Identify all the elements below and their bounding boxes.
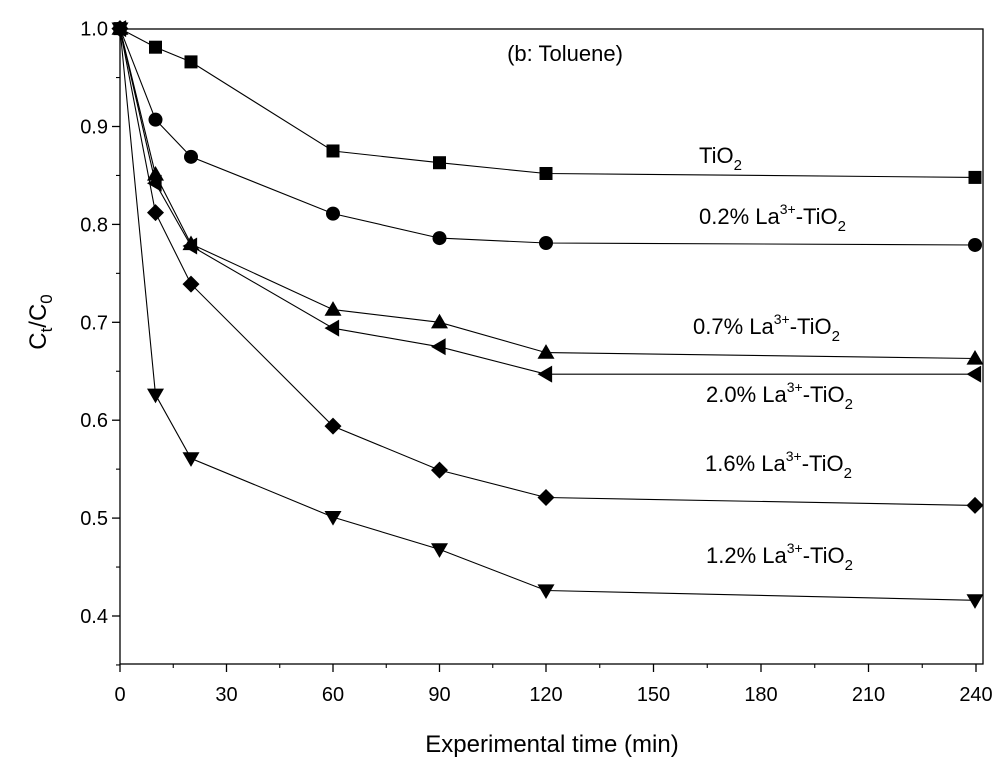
series-line — [119, 28, 976, 360]
x-axis-title: Experimental time (min) — [425, 731, 678, 758]
y-axis-title: Ct/C0 — [25, 294, 56, 350]
marker-triangle-left — [431, 338, 446, 356]
series-line — [119, 28, 976, 506]
series-label: 0.7% La3+-TiO2 — [693, 311, 840, 345]
y-tick-label: 0.9 — [80, 117, 108, 139]
marker-diamond — [182, 275, 200, 293]
marker-diamond — [537, 489, 555, 507]
x-tick-label: 30 — [215, 684, 237, 706]
x-tick-label: 180 — [744, 684, 777, 706]
marker-triangle-down — [537, 584, 555, 600]
marker-square — [539, 166, 553, 180]
marker-triangle-left — [147, 174, 162, 192]
marker-square — [149, 40, 162, 54]
series-diamond — [111, 20, 984, 514]
marker-triangle-left — [966, 365, 982, 383]
series-label: 0.2% La3+-TiO2 — [699, 201, 846, 235]
marker-circle — [326, 206, 340, 221]
marker-triangle-left — [324, 319, 340, 337]
marker-triangle-up — [431, 313, 448, 329]
x-tick-label: 90 — [428, 684, 450, 706]
marker-triangle-down — [182, 452, 200, 467]
marker-square — [968, 170, 982, 184]
chart-annotation-title: (b: Toluene) — [507, 41, 623, 66]
marker-triangle-down — [966, 594, 984, 609]
x-tick-label: 210 — [852, 684, 885, 706]
marker-diamond — [324, 417, 342, 435]
marker-diamond — [147, 204, 164, 222]
series-line — [119, 28, 975, 375]
marker-triangle-down — [111, 22, 129, 38]
marker-circle — [432, 231, 447, 246]
y-tick-label: 0.8 — [80, 214, 108, 236]
series-label: 1.6% La3+-TiO2 — [705, 448, 852, 482]
marker-triangle-up — [537, 344, 555, 359]
marker-triangle-down — [431, 543, 448, 558]
series-triangle-up — [111, 20, 984, 365]
marker-triangle-down — [147, 388, 164, 404]
marker-triangle-down — [324, 511, 342, 526]
marker-triangle-up — [324, 301, 342, 316]
series-triangle-down — [111, 22, 984, 609]
x-tick-label: 120 — [529, 684, 562, 706]
y-tick-label: 1.0 — [80, 19, 108, 41]
series-triangle-left — [111, 20, 982, 383]
series-label: TiO2 — [699, 143, 742, 174]
marker-diamond — [431, 461, 448, 479]
series-layer — [111, 20, 984, 609]
marker-triangle-left — [537, 365, 553, 383]
marker-square — [184, 55, 198, 69]
y-tick-label: 0.7 — [80, 312, 108, 334]
y-tick-label: 0.6 — [80, 410, 108, 432]
marker-circle — [184, 149, 198, 164]
series-line — [119, 28, 976, 601]
plot-frame — [119, 28, 984, 665]
marker-square — [326, 144, 340, 158]
marker-diamond — [966, 496, 984, 514]
marker-square — [433, 156, 446, 170]
marker-circle — [968, 237, 982, 252]
y-tick-label: 0.5 — [80, 508, 108, 530]
x-tick-label: 0 — [114, 684, 125, 706]
marker-circle — [148, 112, 163, 127]
series-label: 2.0% La3+-TiO2 — [706, 379, 853, 413]
x-tick-label: 150 — [637, 684, 670, 706]
x-tick-label: 240 — [959, 684, 992, 706]
y-tick-label: 0.4 — [80, 606, 108, 628]
axes: 0 30 60 90 120 150 180 210 240 0.4 0.5 0.6 0.7 0.8 0.9… — [80, 19, 993, 706]
marker-triangle-up — [966, 350, 984, 365]
series-labels: TiO2 0.2% La3+-TiO2 0.7% La3+-TiO2 2.0% La3… — [693, 143, 853, 574]
x-tick-label: 60 — [322, 684, 344, 706]
marker-triangle-left — [182, 237, 198, 255]
series-label: 1.2% La3+-TiO2 — [706, 540, 853, 574]
marker-circle — [539, 236, 553, 251]
